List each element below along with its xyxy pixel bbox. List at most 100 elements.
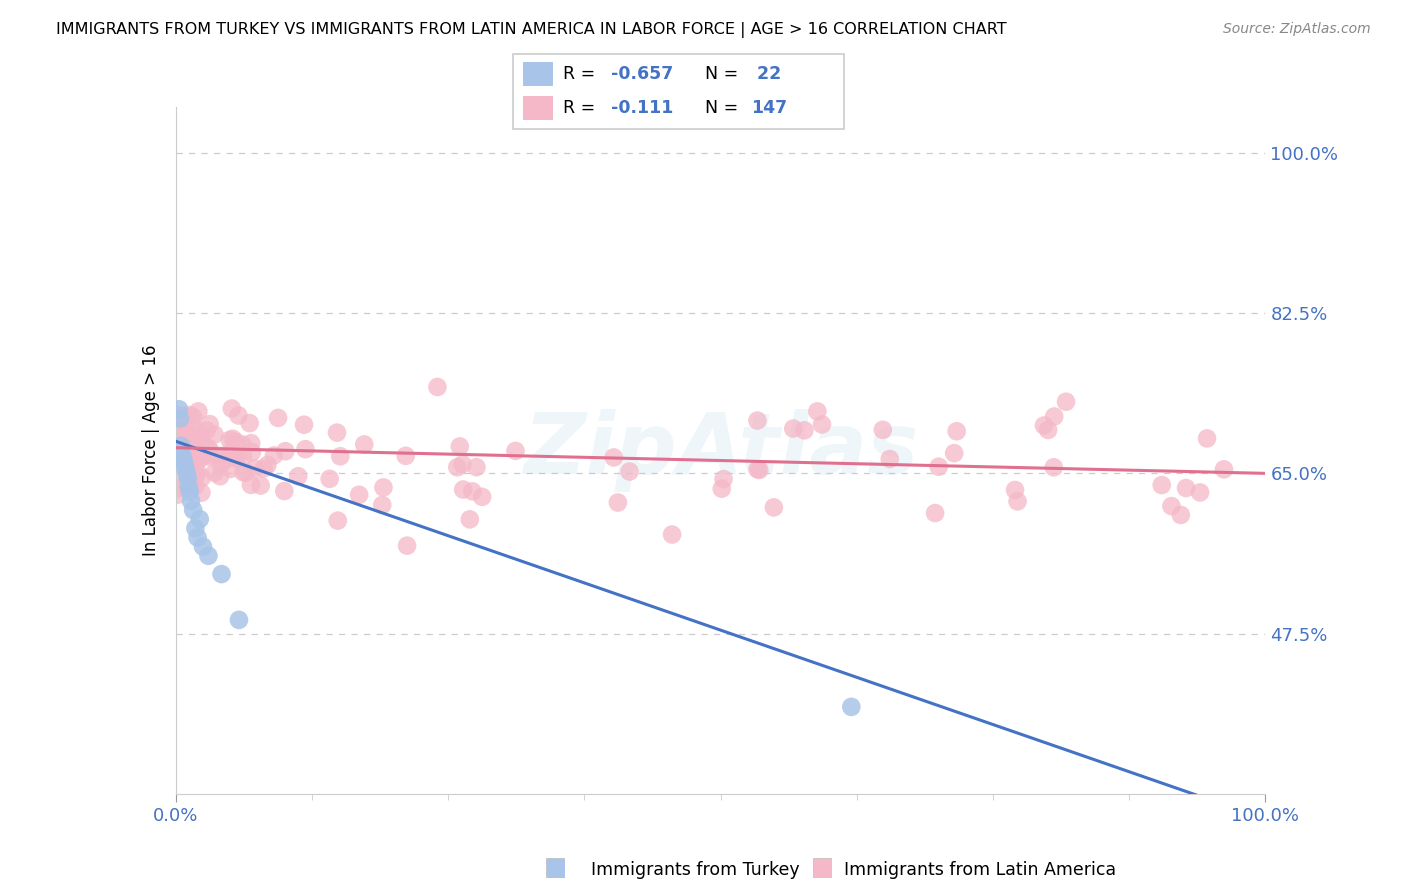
Point	[1170, 508, 1192, 522]
Point	[179, 408, 201, 422]
Point	[218, 446, 240, 460]
Text: -0.111: -0.111	[610, 99, 673, 117]
Point	[172, 409, 194, 423]
Point	[294, 442, 316, 457]
Point	[461, 484, 484, 499]
FancyBboxPatch shape	[513, 54, 844, 129]
Point	[396, 539, 419, 553]
Point	[167, 482, 190, 496]
Point	[184, 479, 207, 493]
Point	[841, 699, 863, 714]
Point	[177, 471, 200, 485]
Point	[191, 540, 214, 554]
Point	[1007, 494, 1029, 508]
Point	[240, 445, 263, 459]
Point	[204, 466, 226, 480]
Point	[167, 402, 190, 417]
Point	[170, 439, 193, 453]
Text: 147: 147	[751, 99, 787, 117]
Point	[505, 443, 527, 458]
Point	[179, 484, 201, 499]
Point	[713, 472, 735, 486]
Point	[197, 549, 219, 563]
Point	[167, 443, 190, 458]
Point	[451, 458, 474, 472]
Point	[1043, 409, 1066, 424]
Point	[179, 457, 201, 471]
Point	[806, 404, 828, 418]
Point	[180, 465, 202, 479]
Point	[172, 448, 194, 462]
Point	[198, 443, 221, 458]
Point	[169, 411, 191, 425]
Point	[188, 450, 211, 464]
Point	[177, 463, 200, 477]
Point	[172, 452, 194, 467]
Point	[924, 506, 946, 520]
Point	[167, 408, 190, 422]
Point	[1160, 499, 1182, 513]
Point	[318, 472, 340, 486]
Point	[181, 409, 204, 424]
Point	[426, 380, 449, 394]
Point	[186, 531, 209, 545]
Point	[191, 450, 214, 465]
Point	[471, 490, 494, 504]
Point	[167, 454, 190, 468]
Point	[263, 449, 285, 463]
Text: IMMIGRANTS FROM TURKEY VS IMMIGRANTS FROM LATIN AMERICA IN LABOR FORCE | AGE > 1: IMMIGRANTS FROM TURKEY VS IMMIGRANTS FRO…	[56, 22, 1007, 38]
Point	[872, 423, 894, 437]
Text: N =: N =	[704, 99, 744, 117]
Point	[326, 514, 349, 528]
Point	[190, 431, 212, 445]
Point	[198, 417, 221, 431]
Point	[211, 567, 233, 582]
Point	[167, 448, 190, 462]
Point	[181, 503, 204, 517]
Point	[218, 433, 240, 447]
Point	[187, 425, 209, 440]
Point	[1054, 394, 1077, 409]
Point	[167, 488, 190, 502]
Point	[177, 427, 200, 442]
Point	[232, 466, 254, 480]
Point	[347, 488, 370, 502]
Point	[395, 449, 418, 463]
Point	[215, 452, 238, 467]
Point	[167, 414, 190, 428]
Point	[170, 440, 193, 454]
Point	[176, 442, 198, 456]
Point	[1195, 431, 1218, 445]
Point	[458, 512, 481, 526]
Point	[782, 421, 804, 435]
Point	[228, 613, 250, 627]
Point	[180, 493, 202, 508]
Point	[240, 436, 263, 450]
Point	[173, 425, 195, 439]
Point	[167, 425, 190, 440]
Point	[193, 442, 215, 456]
Point	[232, 450, 254, 465]
Point	[249, 478, 271, 492]
Point	[225, 451, 247, 466]
Point	[1213, 462, 1236, 476]
Point	[173, 457, 195, 471]
Point	[188, 442, 211, 456]
Point	[190, 431, 212, 445]
Text: Immigrants from Latin America: Immigrants from Latin America	[844, 861, 1116, 879]
Point	[197, 441, 219, 455]
Point	[184, 469, 207, 483]
Point	[195, 424, 218, 438]
Point	[191, 470, 214, 484]
Text: Source: ZipAtlas.com: Source: ZipAtlas.com	[1223, 22, 1371, 37]
Point	[274, 444, 297, 458]
Text: Immigrants from Turkey: Immigrants from Turkey	[591, 861, 799, 879]
Point	[710, 482, 733, 496]
Point	[945, 424, 967, 438]
Point	[793, 423, 815, 437]
Point	[186, 464, 208, 478]
Point	[188, 512, 211, 526]
Point	[287, 469, 309, 483]
Y-axis label: In Labor Force | Age > 16: In Labor Force | Age > 16	[142, 344, 160, 557]
Point	[1150, 478, 1173, 492]
